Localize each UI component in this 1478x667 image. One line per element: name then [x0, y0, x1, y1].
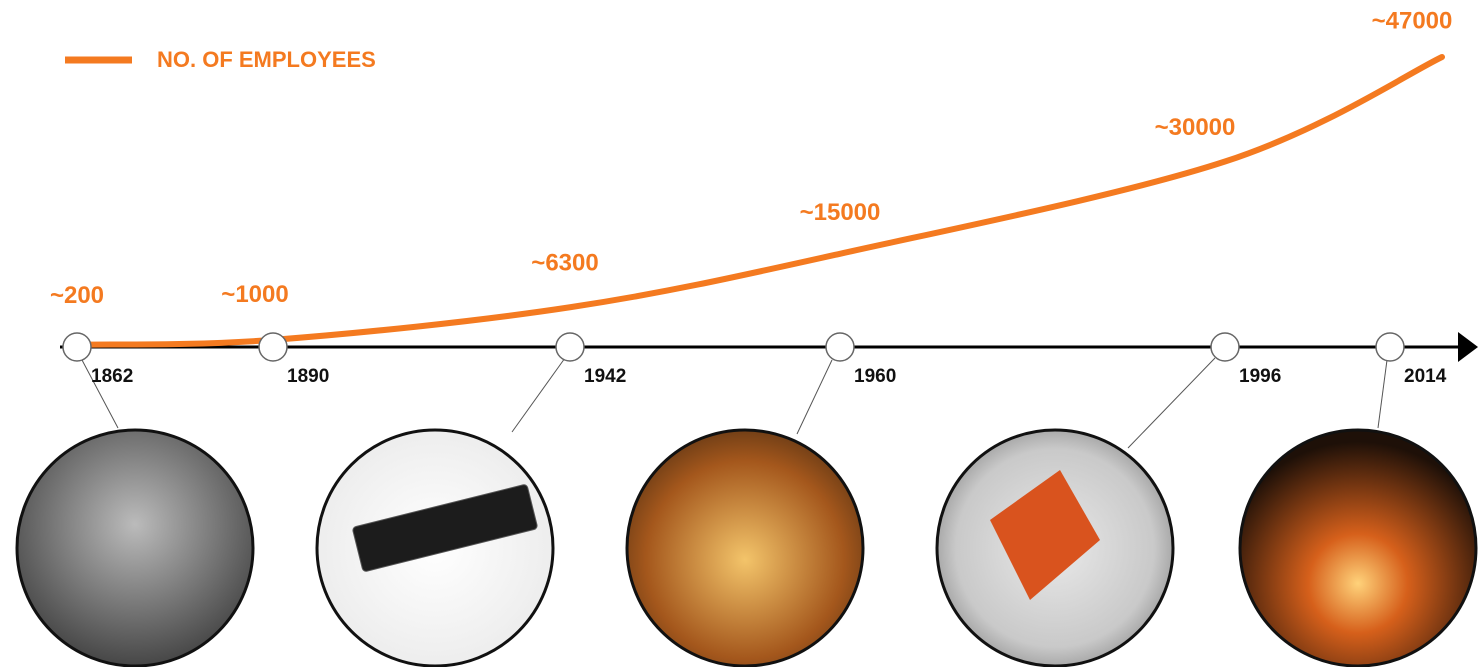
- connector: [797, 360, 832, 434]
- year-marker: [1376, 333, 1404, 361]
- year-label: 1996: [1239, 366, 1281, 387]
- page: NO. OF EMPLOYEES ~200 ~1000 ~6300 ~15000 ~30…: [0, 0, 1478, 667]
- data-label: ~1000: [221, 281, 288, 308]
- chart: NO. OF EMPLOYEES ~200 ~1000 ~6300 ~15000 ~30…: [0, 0, 1478, 667]
- year-marker: [1211, 333, 1239, 361]
- photo-1960: [627, 430, 863, 666]
- photo-1862: [17, 430, 253, 666]
- year-label: 2014: [1404, 366, 1447, 387]
- year-marker: [556, 333, 584, 361]
- data-label: ~15000: [800, 199, 881, 226]
- year-label: 1960: [854, 366, 896, 387]
- year-label: 1942: [584, 366, 626, 387]
- data-label: ~200: [50, 282, 104, 309]
- axis-arrow: [1458, 332, 1478, 362]
- year-marker: [63, 333, 91, 361]
- photos: [17, 358, 1476, 666]
- year-label: 1862: [91, 366, 133, 387]
- year-marker: [826, 333, 854, 361]
- connector: [1378, 360, 1387, 428]
- year-marker: [259, 333, 287, 361]
- year-label: 1890: [287, 366, 329, 387]
- data-label: ~6300: [531, 250, 598, 277]
- data-label: ~30000: [1155, 114, 1236, 141]
- legend-label: NO. OF EMPLOYEES: [157, 47, 376, 72]
- data-label: ~47000: [1372, 7, 1453, 34]
- connector: [512, 358, 565, 432]
- photo-2014: [1240, 430, 1476, 666]
- connector: [1128, 358, 1215, 448]
